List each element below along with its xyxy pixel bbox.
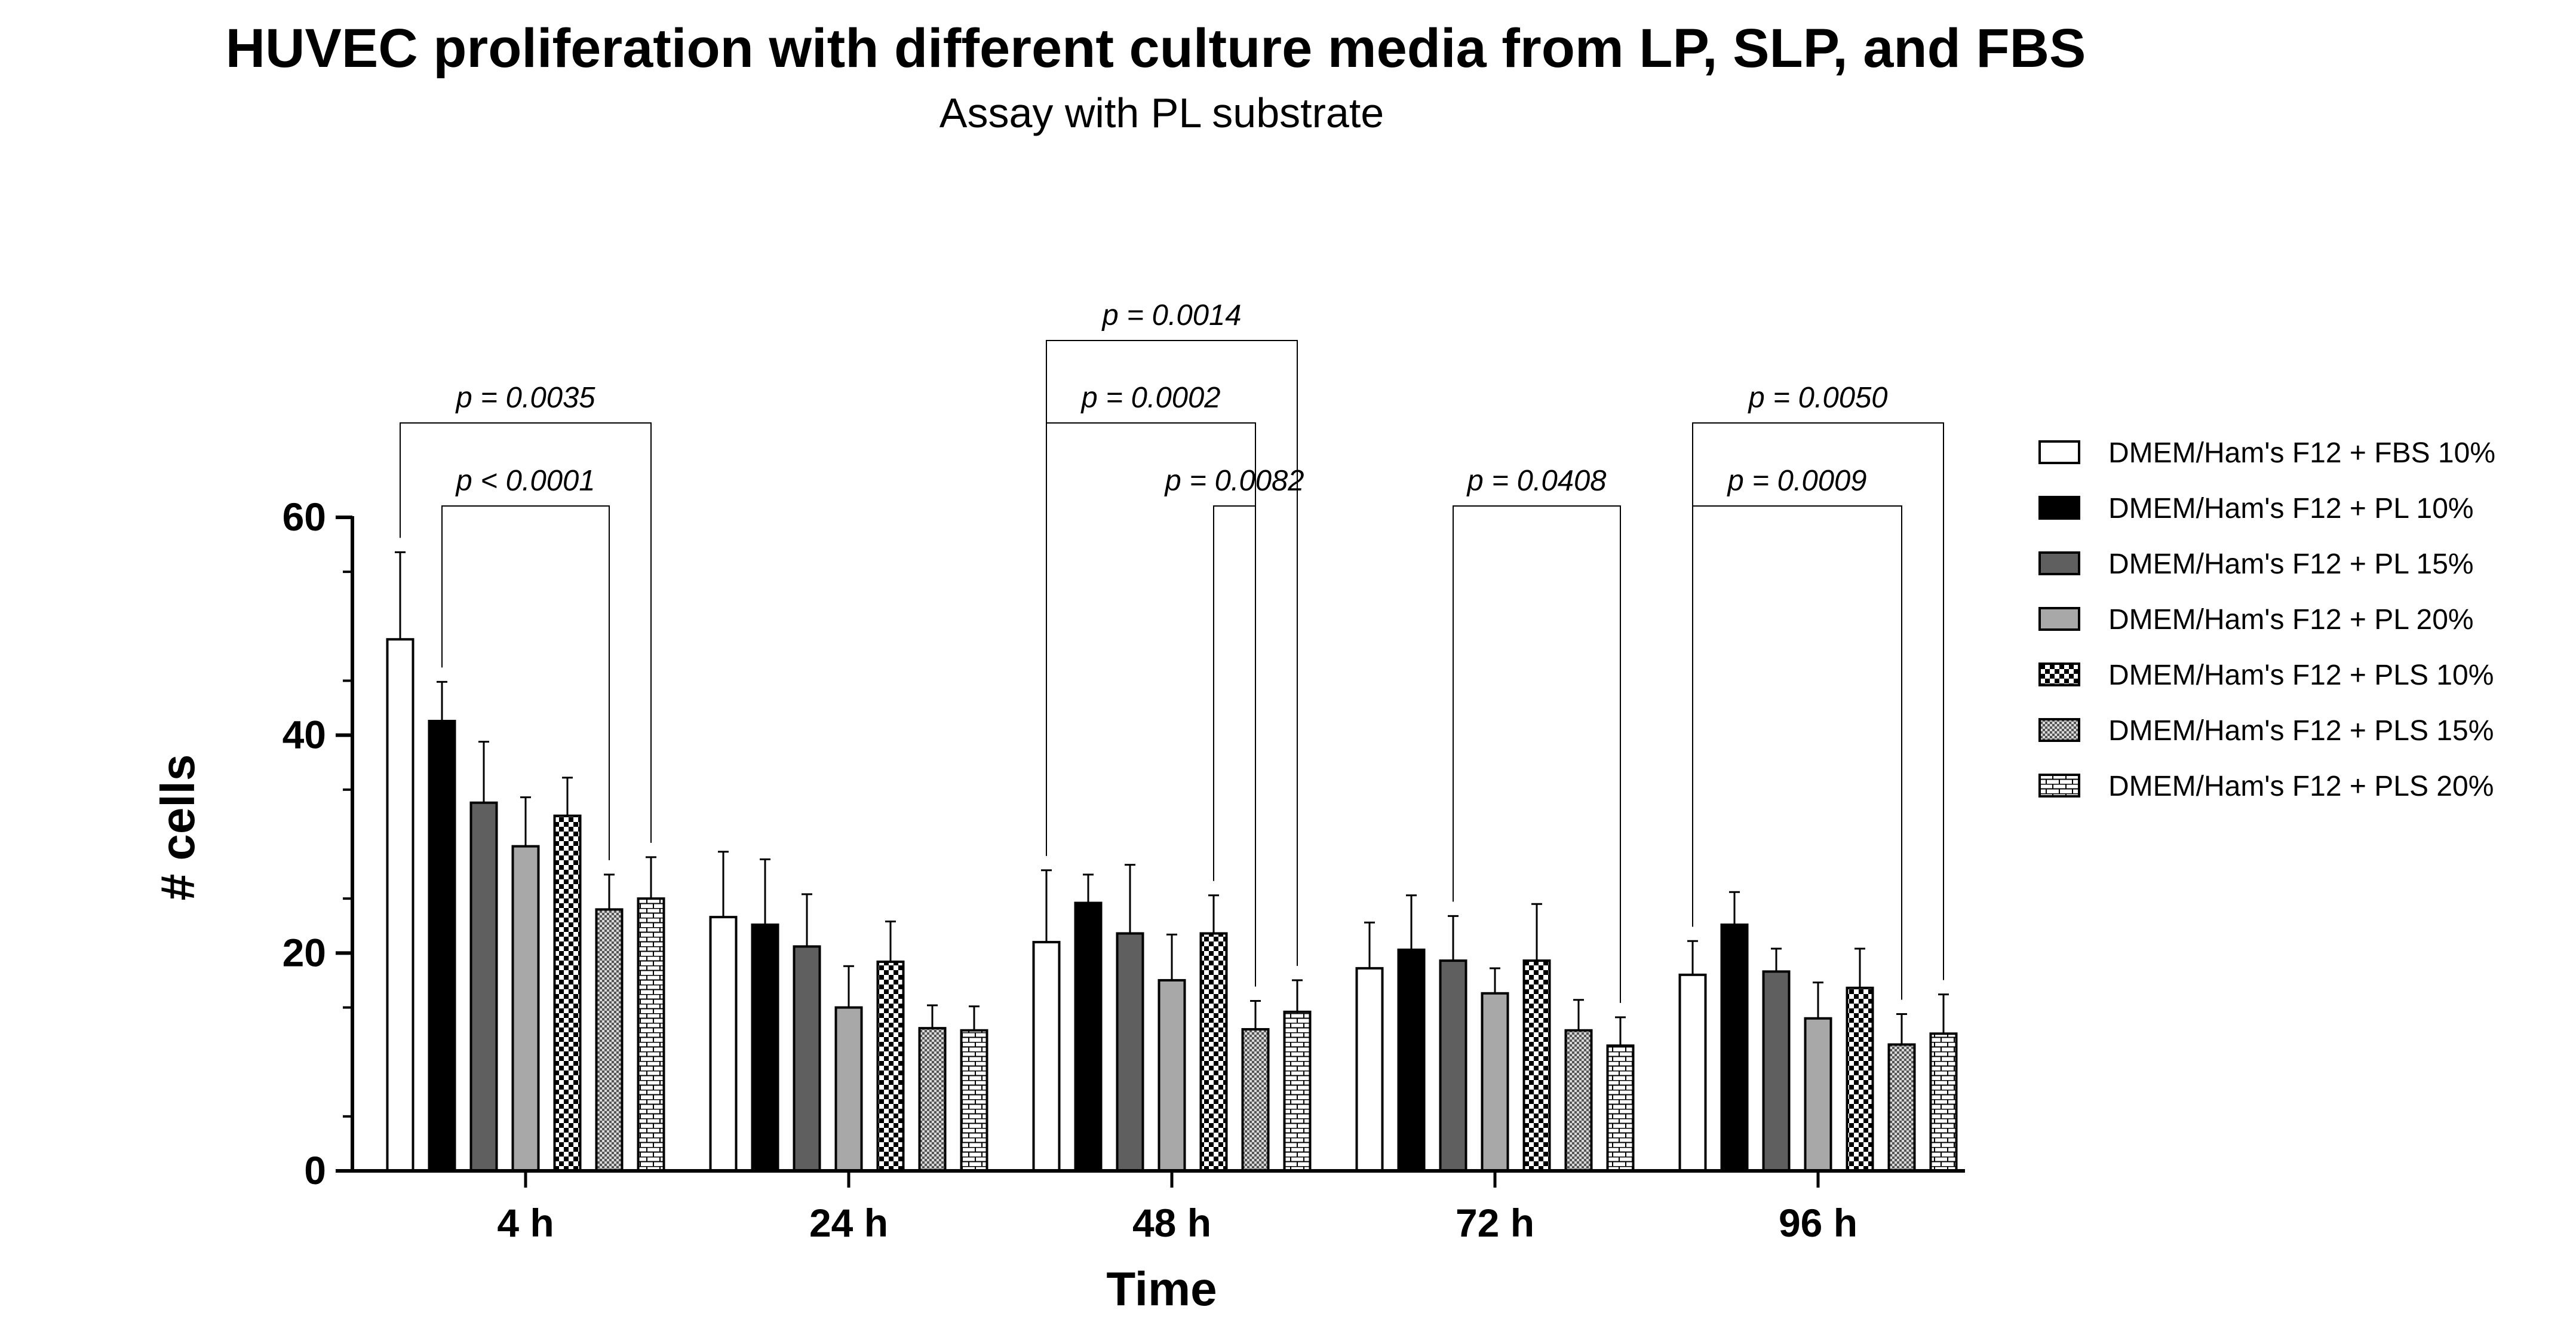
- legend-label: DMEM/Ham's F12 + PLS 15%: [2108, 715, 2494, 747]
- legend-label: DMEM/Ham's F12 + PL 15%: [2108, 548, 2474, 580]
- bar: [511, 845, 540, 1172]
- bar: [1397, 948, 1426, 1172]
- p-value-label: p = 0.0035: [455, 382, 596, 414]
- bar: [1678, 973, 1707, 1173]
- bar: [709, 916, 738, 1172]
- bar: [595, 908, 624, 1173]
- bar: [1929, 1032, 1958, 1173]
- significance-bracket: [1213, 505, 1256, 987]
- legend-swatch: [2038, 440, 2080, 464]
- bar: [834, 1006, 863, 1172]
- bar: [1157, 979, 1186, 1172]
- chart-title: HUVEC proliferation with different cultu…: [226, 18, 2086, 79]
- legend-swatch: [2038, 662, 2080, 686]
- bar: [1804, 1017, 1832, 1172]
- p-value-label: p < 0.0001: [455, 465, 595, 497]
- legend-swatch: [2038, 607, 2080, 631]
- bar: [553, 814, 582, 1173]
- bar: [1481, 992, 1509, 1172]
- bar: [428, 719, 456, 1173]
- y-tick-label: 60: [283, 495, 326, 539]
- bar: [1762, 970, 1791, 1172]
- bar: [386, 638, 415, 1173]
- y-tick-label: 20: [283, 930, 326, 974]
- y-tick-label: 40: [283, 713, 326, 757]
- bar: [1199, 932, 1228, 1172]
- legend-swatch: [2038, 774, 2080, 798]
- bar: [1887, 1043, 1916, 1172]
- legend-label: DMEM/Ham's F12 + PLS 20%: [2108, 771, 2494, 802]
- legend-label: DMEM/Ham's F12 + PL 20%: [2108, 604, 2474, 636]
- bar: [751, 923, 779, 1172]
- significance-bracket: [1692, 505, 1902, 1000]
- bar: [918, 1027, 947, 1172]
- x-tick-label: 72 h: [1456, 1201, 1534, 1245]
- significance-bracket: [400, 422, 652, 843]
- x-axis-title: Time: [1106, 1262, 1217, 1315]
- bar: [960, 1029, 988, 1173]
- bar: [876, 960, 905, 1173]
- p-value-label: p = 0.0050: [1748, 382, 1888, 414]
- legend-label: DMEM/Ham's F12 + FBS 10%: [2108, 437, 2495, 469]
- bar: [1846, 986, 1874, 1173]
- y-tick-label: 0: [304, 1148, 326, 1192]
- legend-swatch: [2038, 496, 2080, 520]
- legend-swatch: [2038, 551, 2080, 575]
- bar: [1439, 959, 1467, 1172]
- bar: [1074, 901, 1103, 1172]
- x-tick-label: 96 h: [1779, 1201, 1857, 1245]
- bar: [1564, 1029, 1593, 1173]
- bar: [469, 801, 498, 1173]
- x-tick-label: 4 h: [497, 1201, 554, 1245]
- bar: [1283, 1010, 1312, 1172]
- p-value-label: p = 0.0009: [1727, 465, 1867, 497]
- bar: [1241, 1028, 1270, 1173]
- bar: [1606, 1044, 1635, 1172]
- significance-bracket: [441, 505, 610, 861]
- legend-label: DMEM/Ham's F12 + PLS 10%: [2108, 660, 2494, 691]
- y-axis-title: # cells: [151, 754, 204, 901]
- p-value-label: p = 0.0014: [1101, 299, 1242, 332]
- bar: [1720, 923, 1749, 1172]
- p-value-label: p = 0.0002: [1080, 382, 1221, 414]
- bar: [1032, 941, 1061, 1172]
- bar: [793, 945, 821, 1172]
- p-value-label: p = 0.0082: [1164, 465, 1304, 497]
- legend-swatch: [2038, 718, 2080, 742]
- p-value-label: p = 0.0408: [1466, 465, 1607, 497]
- bar: [1355, 967, 1384, 1172]
- chart-subtitle: Assay with PL substrate: [939, 90, 1384, 136]
- significance-bracket: [1453, 505, 1621, 1003]
- legend-label: DMEM/Ham's F12 + PL 10%: [2108, 493, 2474, 525]
- x-tick-label: 24 h: [809, 1201, 888, 1245]
- bar: [1522, 959, 1551, 1172]
- x-tick-label: 48 h: [1132, 1201, 1211, 1245]
- bar: [1116, 932, 1144, 1172]
- bar: [637, 897, 665, 1172]
- significance-bracket: [1046, 340, 1298, 966]
